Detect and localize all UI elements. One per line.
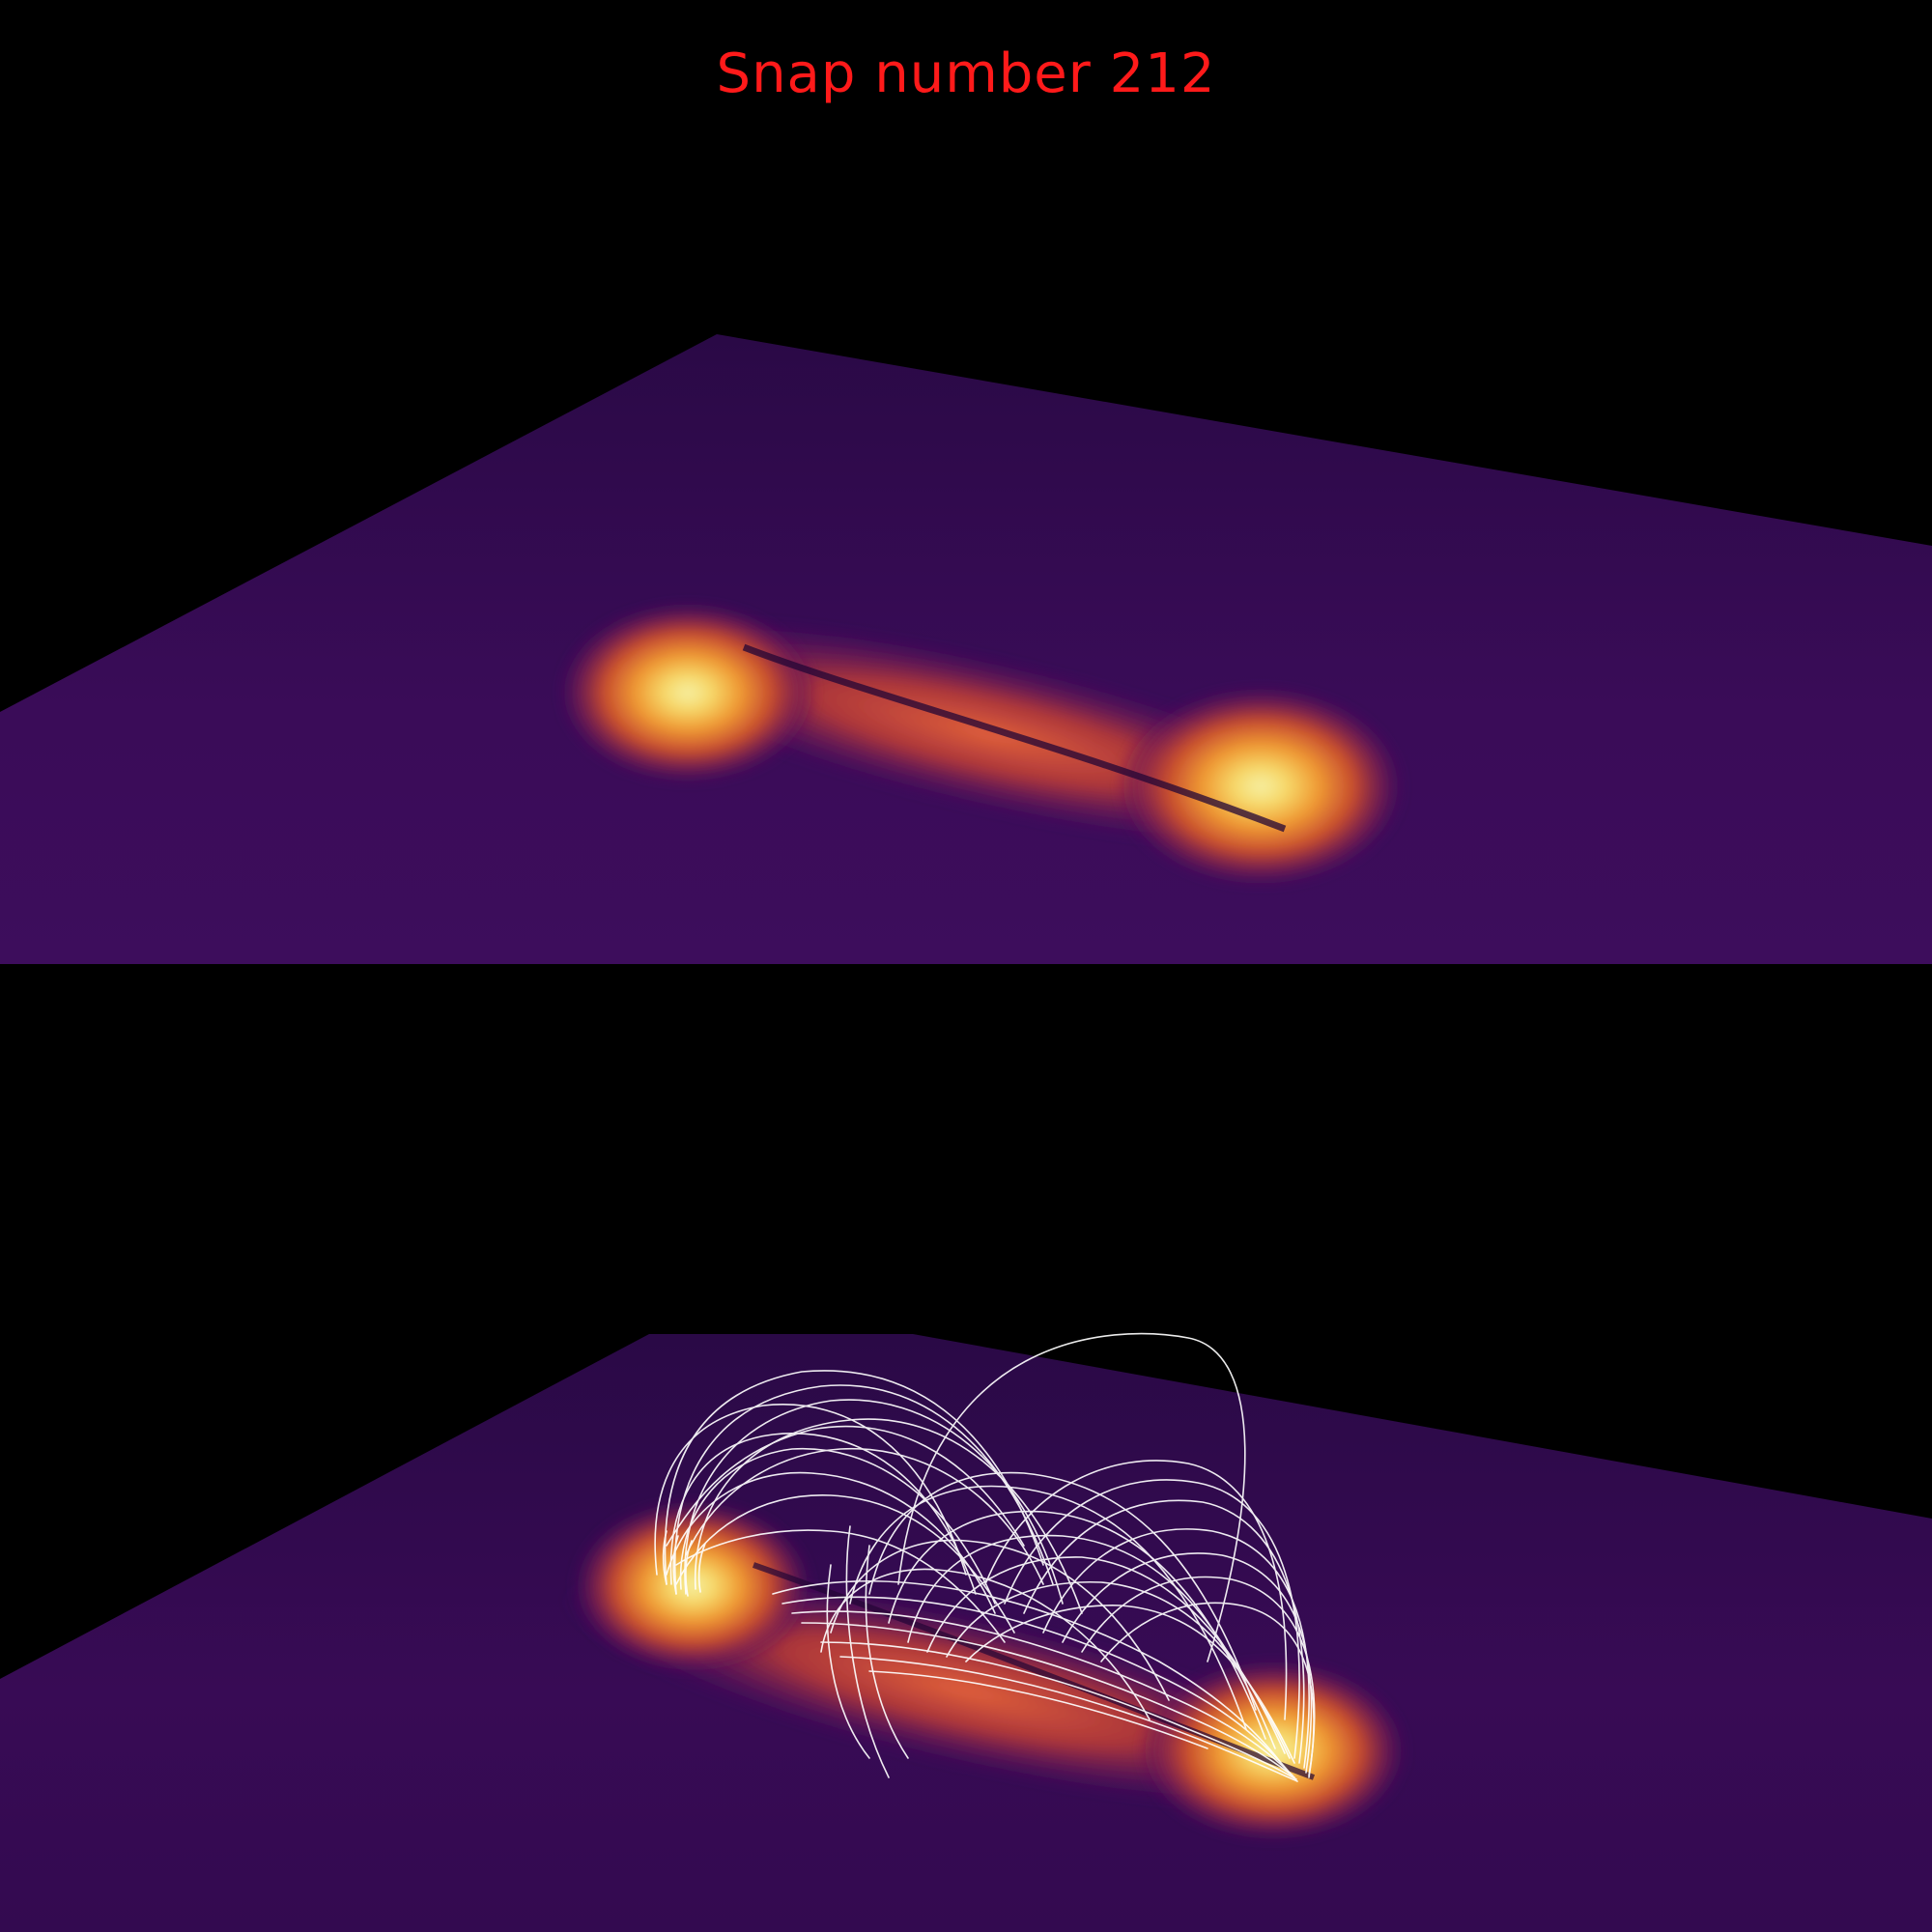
bottom-polarity-line <box>753 1562 1316 1780</box>
magnetic-field-lines <box>654 1332 1316 1782</box>
field-strand <box>801 1622 1295 1778</box>
field-loop <box>694 1418 1083 1614</box>
top-polarity-line <box>742 643 1287 833</box>
field-strand <box>839 1656 1298 1782</box>
field-strand <box>820 1641 1297 1780</box>
top-right-hotspot <box>1116 685 1406 888</box>
field-loop <box>675 1494 1015 1634</box>
field-strand <box>845 1525 890 1778</box>
field-loop <box>946 1580 1291 1759</box>
top-left-hotspot <box>557 601 818 784</box>
field-loop <box>654 1404 967 1576</box>
top-panel <box>0 334 1932 964</box>
field-strand <box>672 1535 679 1595</box>
field-strand <box>772 1579 1286 1769</box>
field-loop <box>849 1485 1247 1730</box>
field-strand <box>791 1610 1293 1776</box>
tall-field-loop <box>897 1332 1246 1662</box>
field-loop <box>965 1605 1295 1764</box>
field-strand <box>685 1540 693 1597</box>
field-strand <box>826 1564 870 1759</box>
field-loop <box>666 1471 996 1614</box>
field-loop <box>984 1460 1288 1720</box>
field-loop <box>926 1556 1286 1754</box>
field-strand <box>697 1543 706 1593</box>
field-loop <box>666 1426 1025 1547</box>
top-surface-plane <box>0 334 1932 964</box>
field-loop <box>1081 1576 1316 1776</box>
field-loop <box>820 1568 1151 1720</box>
field-loop <box>1062 1552 1313 1774</box>
field-strand <box>662 1530 668 1585</box>
field-strand <box>865 1545 909 1759</box>
bottom-panel <box>0 1332 1932 1932</box>
field-loop <box>1100 1602 1315 1778</box>
field-loop <box>669 1433 977 1595</box>
bottom-left-hotspot <box>572 1499 813 1673</box>
field-loop <box>1023 1499 1305 1764</box>
snap-title: Snap number 212 <box>716 43 1216 105</box>
bottom-right-hotspot <box>1138 1659 1408 1842</box>
field-loop <box>830 1539 1170 1701</box>
field-loop <box>868 1471 1257 1711</box>
field-strand <box>868 1670 1208 1749</box>
field-loop <box>664 1370 1044 1585</box>
field-strand <box>781 1596 1291 1774</box>
field-loop <box>685 1447 1044 1585</box>
